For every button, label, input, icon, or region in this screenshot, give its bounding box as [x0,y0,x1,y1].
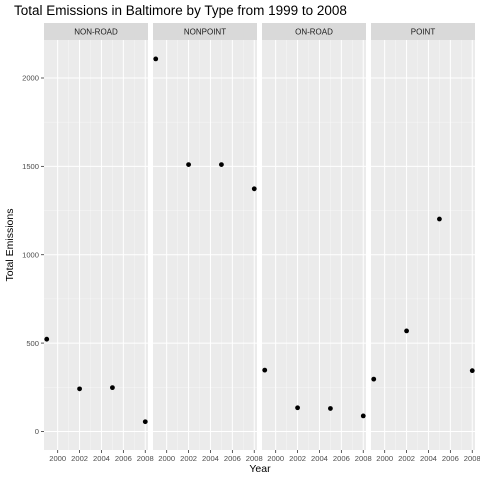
x-tick-label: 2008 [464,454,480,463]
y-tick-label: 2000 [22,74,39,83]
data-point [110,385,115,391]
facet-strip [44,23,148,40]
data-point [328,406,333,411]
x-axis-title: Year [249,463,271,475]
x-tick-label: 2008 [355,454,372,463]
x-tick-label: 2000 [49,454,66,463]
x-tick-label: 2002 [71,454,88,463]
facet-strip-label: NON-ROAD [74,28,118,37]
data-point [360,413,366,419]
x-tick-label: 2000 [158,454,175,463]
x-tick-label: 2006 [115,454,132,463]
y-axis-title: Total Emissions [4,209,16,282]
facet-strip-label: POINT [411,28,436,37]
facet-strip [371,23,475,40]
x-tick-label: 2006 [224,454,241,463]
panel-background [371,40,475,450]
data-point [262,367,268,373]
x-tick-label: 2004 [420,454,437,463]
data-point [142,419,148,425]
x-tick-label: 2006 [442,454,459,463]
y-axis: 0 500 1000 1500 2000 [22,74,44,436]
chart-title: Total Emissions in Baltimore by Type fro… [14,3,347,18]
x-tick-label: 2008 [246,454,263,463]
x-tick-label: 2004 [311,454,328,463]
data-point [44,336,50,342]
x-tick-label: 2002 [398,454,415,463]
y-tick-label: 1000 [22,250,39,259]
data-point [404,328,409,334]
data-point [153,56,159,62]
data-point [469,368,475,374]
facet-strip-label: NONPOINT [184,28,226,37]
data-point [186,162,191,167]
facet-panel-non-road: NON-ROAD 2000 2002 2004 2006 2008 [44,23,154,463]
y-tick-label: 1500 [22,162,39,171]
x-tick-label: 2002 [289,454,306,463]
facet-strip [262,23,366,40]
x-tick-label: 2000 [376,454,393,463]
x-tick-label: 2004 [202,454,219,463]
data-point [295,405,300,411]
y-tick-label: 500 [26,339,39,348]
facet-panel-point: POINT 2000 2002 2004 2006 2008 [371,23,480,463]
data-point [251,186,257,192]
facet-strip [153,23,257,40]
panel-background [262,40,366,450]
y-tick-label: 0 [35,427,39,436]
panel-background [153,40,257,450]
data-point [77,386,82,392]
facet-panels: NON-ROAD 2000 2002 2004 2006 2008 NONPOINT 2000… [44,23,480,463]
data-point [371,376,377,382]
data-point [437,216,442,222]
x-tick-label: 2006 [333,454,350,463]
data-point [219,162,224,167]
facet-strip-label: ON-ROAD [295,28,333,37]
facet-panel-nonpoint: NONPOINT 2000 2002 2004 2006 2008 [153,23,263,463]
x-tick-label: 2004 [93,454,110,463]
x-tick-label: 2000 [267,454,284,463]
x-tick-label: 2008 [137,454,154,463]
panel-background [44,40,148,450]
facet-panel-on-road: ON-ROAD 2000 2002 2004 2006 2008 [262,23,372,463]
x-tick-label: 2002 [180,454,197,463]
